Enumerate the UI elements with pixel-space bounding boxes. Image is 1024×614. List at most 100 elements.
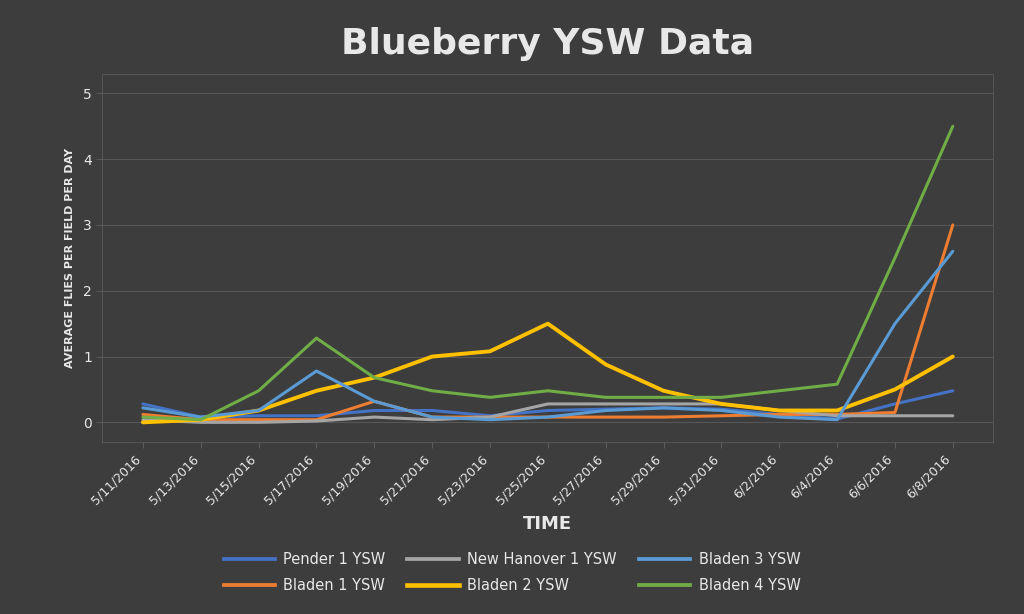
New Hanover 1 YSW (657, 400, 670, 408)
Bladen 3 YSW (657, 404, 670, 411)
Bladen 3 YSW (946, 247, 958, 255)
Pender 1 YSW (946, 387, 958, 394)
Bladen 1 YSW (253, 416, 265, 424)
Pender 1 YSW (137, 400, 150, 408)
New Hanover 1 YSW (253, 419, 265, 426)
Pender 1 YSW (657, 404, 670, 411)
Bladen 1 YSW (599, 413, 611, 421)
Bladen 3 YSW (426, 413, 438, 421)
Bladen 3 YSW (137, 404, 150, 411)
New Hanover 1 YSW (426, 416, 438, 424)
Bladen 1 YSW (310, 416, 323, 424)
Bladen 3 YSW (195, 413, 207, 421)
Line: Pender 1 YSW: Pender 1 YSW (143, 391, 952, 419)
Pender 1 YSW (310, 412, 323, 419)
Pender 1 YSW (599, 405, 611, 413)
Bladen 4 YSW (773, 387, 785, 394)
New Hanover 1 YSW (599, 400, 611, 408)
Bladen 3 YSW (773, 413, 785, 421)
Bladen 3 YSW (484, 416, 497, 424)
Bladen 2 YSW (599, 361, 611, 368)
Bladen 1 YSW (773, 411, 785, 418)
Bladen 2 YSW (369, 374, 381, 381)
New Hanover 1 YSW (830, 412, 843, 419)
Bladen 4 YSW (946, 123, 958, 130)
Bladen 4 YSW (369, 374, 381, 381)
Bladen 1 YSW (484, 413, 497, 421)
Line: Bladen 3 YSW: Bladen 3 YSW (143, 251, 952, 420)
New Hanover 1 YSW (946, 412, 958, 419)
Bladen 3 YSW (253, 407, 265, 414)
Bladen 2 YSW (542, 320, 554, 327)
Bladen 3 YSW (889, 320, 901, 327)
Pender 1 YSW (253, 412, 265, 419)
Pender 1 YSW (484, 412, 497, 419)
Bladen 4 YSW (657, 394, 670, 401)
Bladen 1 YSW (426, 413, 438, 421)
New Hanover 1 YSW (310, 418, 323, 425)
Bladen 4 YSW (715, 394, 727, 401)
Bladen 1 YSW (195, 416, 207, 424)
Pender 1 YSW (369, 407, 381, 414)
Bladen 1 YSW (715, 412, 727, 419)
New Hanover 1 YSW (369, 413, 381, 421)
Bladen 2 YSW (830, 407, 843, 414)
Bladen 1 YSW (657, 413, 670, 421)
Legend: Pender 1 YSW, Bladen 1 YSW, New Hanover 1 YSW, Bladen 2 YSW, Bladen 3 YSW, Blade: Pender 1 YSW, Bladen 1 YSW, New Hanover … (216, 545, 808, 600)
New Hanover 1 YSW (484, 413, 497, 421)
New Hanover 1 YSW (195, 419, 207, 426)
New Hanover 1 YSW (715, 400, 727, 408)
Pender 1 YSW (889, 400, 901, 408)
Bladen 1 YSW (369, 398, 381, 405)
Bladen 4 YSW (484, 394, 497, 401)
Bladen 2 YSW (426, 353, 438, 360)
Bladen 2 YSW (310, 387, 323, 394)
Bladen 2 YSW (773, 407, 785, 414)
Bladen 3 YSW (542, 413, 554, 421)
New Hanover 1 YSW (542, 400, 554, 408)
Bladen 2 YSW (889, 386, 901, 393)
Bladen 4 YSW (426, 387, 438, 394)
Bladen 2 YSW (657, 387, 670, 394)
Y-axis label: AVERAGE FLIES PER FIELD PER DAY: AVERAGE FLIES PER FIELD PER DAY (65, 148, 75, 368)
Bladen 4 YSW (542, 387, 554, 394)
Bladen 1 YSW (542, 413, 554, 421)
Bladen 2 YSW (484, 348, 497, 355)
Pender 1 YSW (715, 405, 727, 413)
X-axis label: TIME: TIME (523, 515, 572, 534)
Bladen 4 YSW (195, 416, 207, 424)
Pender 1 YSW (426, 407, 438, 414)
Line: Bladen 1 YSW: Bladen 1 YSW (143, 225, 952, 420)
New Hanover 1 YSW (889, 412, 901, 419)
Line: Bladen 2 YSW: Bladen 2 YSW (143, 324, 952, 422)
Bladen 2 YSW (715, 400, 727, 408)
Bladen 4 YSW (830, 381, 843, 388)
New Hanover 1 YSW (137, 416, 150, 424)
Bladen 1 YSW (946, 221, 958, 228)
Bladen 1 YSW (889, 409, 901, 416)
Bladen 4 YSW (599, 394, 611, 401)
New Hanover 1 YSW (773, 407, 785, 414)
Bladen 1 YSW (137, 411, 150, 418)
Bladen 3 YSW (599, 407, 611, 414)
Bladen 3 YSW (830, 416, 843, 424)
Bladen 3 YSW (310, 367, 323, 375)
Bladen 4 YSW (137, 413, 150, 421)
Bladen 3 YSW (369, 398, 381, 405)
Pender 1 YSW (773, 411, 785, 418)
Pender 1 YSW (195, 413, 207, 421)
Pender 1 YSW (542, 407, 554, 414)
Title: Blueberry YSW Data: Blueberry YSW Data (341, 27, 755, 61)
Bladen 2 YSW (137, 419, 150, 426)
Line: New Hanover 1 YSW: New Hanover 1 YSW (143, 404, 952, 422)
Bladen 4 YSW (253, 387, 265, 394)
Bladen 4 YSW (310, 335, 323, 342)
Bladen 1 YSW (830, 411, 843, 418)
Bladen 3 YSW (715, 407, 727, 414)
Bladen 2 YSW (946, 353, 958, 360)
Bladen 2 YSW (195, 416, 207, 424)
Line: Bladen 4 YSW: Bladen 4 YSW (143, 126, 952, 420)
Bladen 2 YSW (253, 407, 265, 414)
Bladen 4 YSW (889, 254, 901, 262)
Pender 1 YSW (830, 415, 843, 422)
